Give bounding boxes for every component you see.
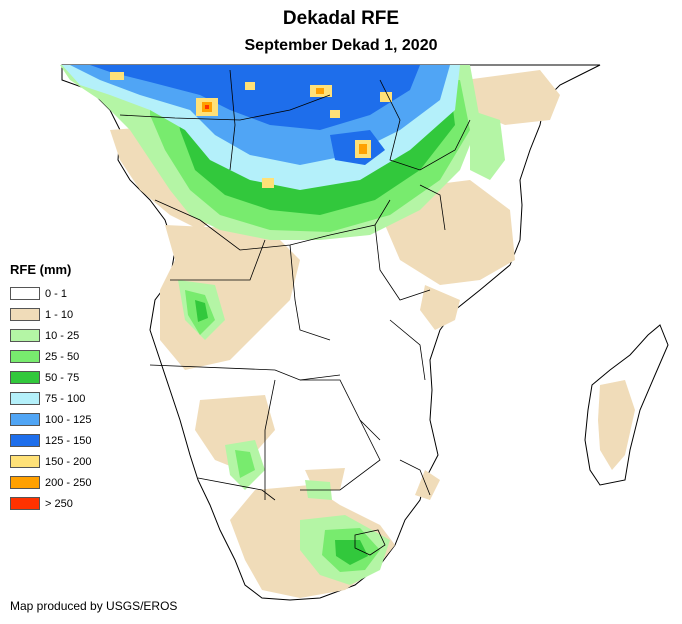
legend-label: 25 - 50 xyxy=(45,350,80,363)
legend-label: 200 - 250 xyxy=(45,476,92,489)
legend-swatch xyxy=(10,497,40,510)
map-credit: Map produced by USGS/EROS xyxy=(10,599,178,613)
legend-item: 10 - 25 xyxy=(10,325,91,346)
legend-label: 75 - 100 xyxy=(45,392,86,405)
legend-item: 25 - 50 xyxy=(10,346,91,367)
legend-label: 150 - 200 xyxy=(45,455,92,468)
legend-swatch xyxy=(10,371,40,384)
legend-label: 100 - 125 xyxy=(45,413,92,426)
legend-label: 0 - 1 xyxy=(45,287,68,300)
legend-label: 10 - 25 xyxy=(45,329,80,342)
legend-item: 1 - 10 xyxy=(10,304,91,325)
rfe-class-over-250 xyxy=(205,105,209,109)
legend-item: > 250 xyxy=(10,493,91,514)
map-subtitle: September Dekad 1, 2020 xyxy=(244,37,438,54)
legend-label: 1 - 10 xyxy=(45,308,74,321)
legend-item: 0 - 1 xyxy=(10,283,91,304)
map-title: Dekadal RFE xyxy=(282,8,400,29)
legend-item: 100 - 125 xyxy=(10,409,91,430)
legend-swatch xyxy=(10,308,40,321)
legend-swatch xyxy=(10,392,40,405)
legend-swatch xyxy=(10,287,40,300)
legend-swatch xyxy=(10,476,40,489)
legend-label: 125 - 150 xyxy=(45,434,92,447)
legend-item: 150 - 200 xyxy=(10,451,91,472)
legend-swatch xyxy=(10,413,40,426)
legend-item: 125 - 150 xyxy=(10,430,91,451)
legend-item: 200 - 250 xyxy=(10,472,91,493)
legend-item: 50 - 75 xyxy=(10,367,91,388)
country-borders xyxy=(119,69,471,556)
legend-swatch xyxy=(10,350,40,363)
legend-label: 50 - 75 xyxy=(45,371,80,384)
legend-title: RFE (mm) xyxy=(10,262,72,277)
legend-swatch xyxy=(10,455,40,468)
legend-swatch xyxy=(10,329,40,342)
legend: RFE (mm) 0 - 1 1 - 10 10 - 25 25 - 50 50… xyxy=(10,262,91,514)
legend-swatch xyxy=(10,434,40,447)
legend-label: > 250 xyxy=(45,497,73,510)
legend-item: 75 - 100 xyxy=(10,388,91,409)
